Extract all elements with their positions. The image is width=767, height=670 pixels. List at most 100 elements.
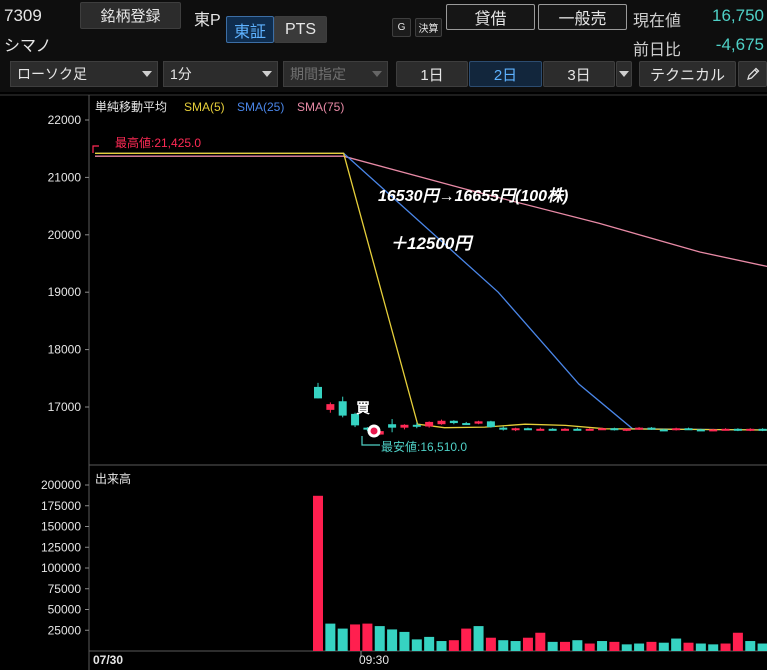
price-tick-label: 20000	[48, 228, 82, 242]
volume-bar	[399, 631, 410, 651]
volume-bar	[720, 643, 731, 651]
range-more-button[interactable]	[616, 61, 632, 87]
volume-bar	[473, 626, 484, 651]
volume-bar	[448, 640, 459, 651]
interval-select[interactable]: 1分	[163, 61, 278, 87]
candle-body	[622, 428, 631, 431]
volume-bar	[436, 641, 447, 651]
candle-body	[585, 428, 594, 431]
candle-body	[314, 386, 322, 399]
chart-type-value: ローソク足	[17, 66, 87, 82]
volume-tick-label: 200000	[41, 478, 81, 492]
volume-bar	[461, 628, 472, 651]
kessan-icon[interactable]: 決算	[415, 18, 442, 37]
profit-annotation: ＋12500円	[390, 234, 474, 253]
tab-pts[interactable]: PTS	[274, 16, 327, 43]
candle-body	[758, 428, 767, 431]
tab-tosho[interactable]: 東証	[226, 16, 274, 43]
candle-body	[536, 428, 545, 431]
range-tab-3d[interactable]: 3日	[543, 61, 615, 87]
volume-bar	[658, 642, 669, 651]
volume-bar	[597, 641, 608, 651]
candle-body	[412, 424, 421, 427]
legend-sma75: SMA(75)	[297, 100, 344, 114]
candle-body	[363, 427, 372, 430]
candle-body	[672, 428, 681, 431]
volume-tick-label: 125000	[41, 540, 81, 554]
technical-button[interactable]: テクニカル	[639, 61, 736, 87]
lending-button[interactable]: 貸借	[446, 4, 535, 30]
volume-bar	[547, 641, 558, 651]
candle-body	[573, 428, 582, 431]
volume-bar	[683, 642, 694, 651]
general-sell-button[interactable]: 一般売	[538, 4, 627, 30]
candle-body	[437, 420, 446, 425]
candle-body	[474, 421, 483, 424]
x-label-time: 09:30	[359, 653, 389, 667]
range-tab-1d[interactable]: 1日	[396, 61, 468, 87]
volume-bar	[634, 643, 645, 651]
volume-bar	[485, 637, 496, 651]
sma5-line	[95, 152, 767, 431]
price-tick-label: 17000	[48, 400, 82, 414]
register-stock-button[interactable]: 銘柄登録	[80, 2, 181, 29]
volume-tick-label: 100000	[41, 561, 81, 575]
volume-bar	[424, 636, 435, 651]
candle-body	[610, 428, 619, 431]
candle-body	[598, 428, 607, 431]
volume-tick-label: 75000	[48, 582, 82, 596]
chevron-down-icon	[262, 71, 272, 77]
chevron-down-icon	[142, 71, 152, 77]
candle-body	[684, 428, 693, 431]
high-arrow	[92, 145, 99, 153]
volume-tick-label: 150000	[41, 520, 81, 534]
volume-bar	[745, 641, 756, 651]
volume-bar	[510, 641, 521, 651]
candle-body	[425, 421, 434, 427]
price-tick-label: 22000	[48, 113, 82, 127]
candle-body	[696, 429, 705, 432]
volume-bar	[522, 637, 533, 651]
pencil-icon	[746, 67, 759, 80]
legend-title: 単純移動平均	[95, 100, 167, 114]
chevron-down-icon	[619, 71, 629, 77]
candle-body	[400, 424, 409, 428]
current-price-label: 現在値	[633, 13, 682, 30]
legend-sma25: SMA(25)	[237, 100, 284, 114]
candle-body	[449, 420, 458, 424]
pencil-button[interactable]	[738, 61, 767, 87]
volume-bar	[325, 623, 336, 651]
candle-body	[511, 428, 520, 431]
x-label-date: 07/30	[93, 653, 123, 667]
candle-body	[733, 428, 742, 431]
candle-body	[647, 427, 656, 430]
volume-bar	[411, 639, 422, 651]
low-arrow	[361, 436, 380, 446]
volume-tick-label: 50000	[48, 603, 82, 617]
range-tab-2d[interactable]: 2日	[469, 61, 542, 87]
g-icon[interactable]: G	[392, 18, 411, 37]
volume-bar	[621, 644, 632, 651]
chevron-down-icon	[372, 71, 382, 77]
stock-name: シマノ	[4, 38, 52, 55]
volume-bar	[757, 643, 767, 651]
buy-marker: 買	[356, 400, 371, 416]
trade-annotation: 16530円→16655円(100株)	[378, 187, 568, 205]
chart-background	[0, 92, 767, 670]
volume-bar	[646, 641, 657, 651]
period-select[interactable]: 期間指定	[283, 61, 388, 87]
candle-body	[351, 413, 360, 426]
interval-value: 1分	[170, 66, 192, 82]
volume-bar	[584, 643, 595, 651]
volume-title: 出来高	[95, 471, 131, 486]
current-price-value: 16,750	[712, 6, 764, 25]
legend-sma5: SMA(5)	[184, 100, 225, 114]
candle-body	[326, 404, 335, 410]
chart-type-select[interactable]: ローソク足	[10, 61, 158, 87]
chart-area[interactable]: 22000 21000 20000 19000 18000 17000 200000 175…	[0, 92, 767, 670]
candle-body	[499, 427, 508, 430]
low-label: 最安値:16,510.0	[381, 439, 467, 454]
volume-bar	[708, 644, 719, 651]
sma75-line	[95, 155, 767, 268]
price-tick-label: 21000	[48, 170, 82, 184]
